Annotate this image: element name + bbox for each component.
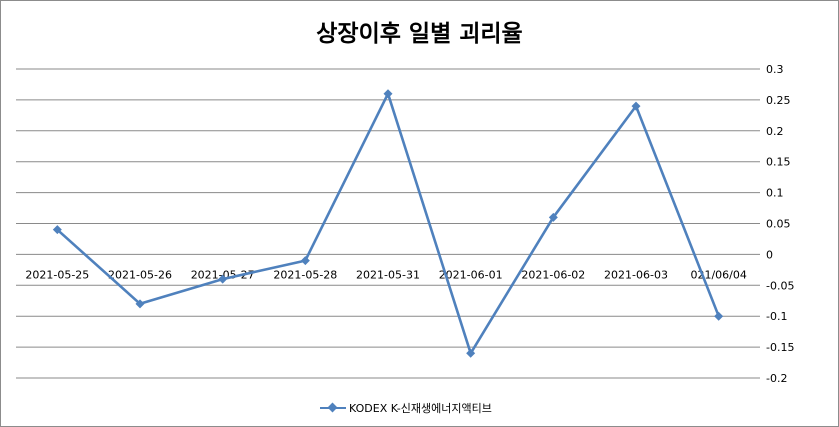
legend: KODEX K-신재생에너지액티브 xyxy=(320,400,492,416)
data-point xyxy=(300,256,310,266)
y-tick-label: 0.15 xyxy=(766,156,791,169)
x-tick-label: 2021-05-28 xyxy=(273,268,337,281)
data-point xyxy=(548,212,558,222)
data-point xyxy=(714,311,724,321)
data-point xyxy=(466,348,476,358)
legend-marker-icon xyxy=(320,402,346,414)
x-tick-label: 2021-05-25 xyxy=(25,268,89,281)
x-tick-label: 2021-06-03 xyxy=(604,268,668,281)
y-tick-label: 0.2 xyxy=(766,125,784,138)
data-point xyxy=(52,225,62,235)
legend-label: KODEX K-신재생에너지액티브 xyxy=(349,402,492,415)
y-tick-label: 0.3 xyxy=(766,63,784,76)
y-tick-label: 0.1 xyxy=(766,187,784,200)
data-point xyxy=(631,101,641,111)
x-tick-label: 2021-06-02 xyxy=(521,268,585,281)
y-tick-label: 0 xyxy=(766,248,773,261)
data-point xyxy=(383,89,393,99)
x-tick-label: 2021-05-26 xyxy=(108,268,172,281)
y-tick-label: -0.1 xyxy=(766,310,787,323)
y-tick-label: -0.05 xyxy=(766,279,794,292)
data-point xyxy=(218,274,228,284)
chart-title: 상장이후 일별 괴리율 xyxy=(316,21,523,47)
data-point xyxy=(135,299,145,309)
x-tick-label: 2021-05-31 xyxy=(356,268,420,281)
y-tick-label: 0.05 xyxy=(766,218,791,231)
x-tick-label: 021/06/04 xyxy=(690,268,746,281)
y-tick-label: -0.15 xyxy=(766,341,794,354)
y-tick-label: -0.2 xyxy=(766,372,787,385)
x-tick-label: 2021-06-01 xyxy=(439,268,503,281)
y-tick-label: 0.25 xyxy=(766,94,791,107)
